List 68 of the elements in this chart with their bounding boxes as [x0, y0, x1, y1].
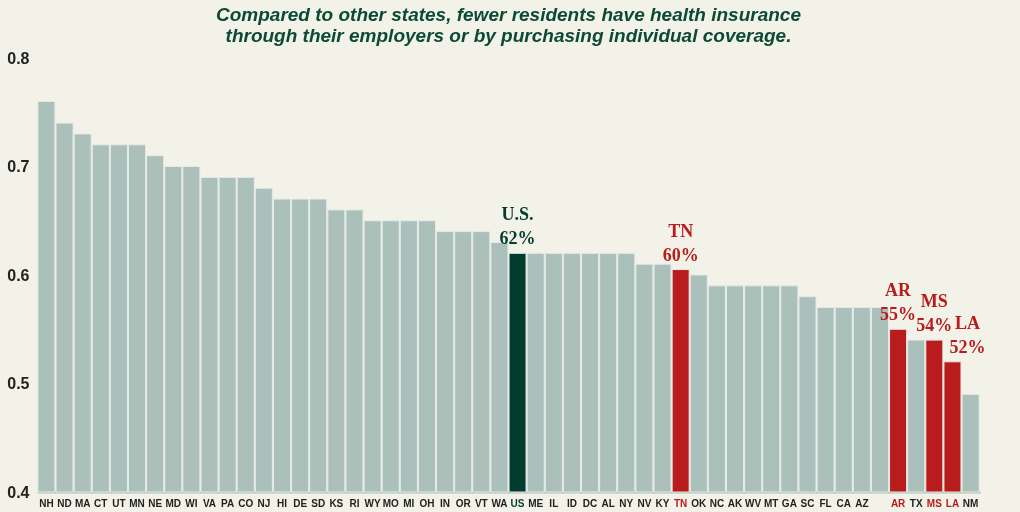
- x-tick-label: DC: [582, 497, 598, 509]
- y-tick-label: 0.6: [7, 266, 30, 284]
- x-tick-label: OH: [419, 497, 435, 509]
- x-tick-label: MN: [129, 497, 145, 509]
- x-tick-label: AR: [890, 497, 907, 509]
- x-tick-label: TX: [909, 497, 923, 509]
- x-tick-label: WY: [364, 497, 381, 509]
- x-tick-label: NC: [709, 497, 725, 509]
- data-label: 62%: [499, 228, 536, 249]
- x-tick-label: MT: [764, 497, 779, 509]
- x-tick-label: CO: [238, 497, 254, 509]
- x-tick-label: AZ: [855, 497, 869, 509]
- x-tick-label: NJ: [257, 497, 271, 509]
- x-tick-label: IN: [440, 497, 451, 509]
- annotation: TN: [668, 220, 694, 241]
- x-tick-label: NE: [148, 497, 163, 509]
- x-tick-label: OR: [455, 497, 472, 509]
- y-tick-label: 0.8: [7, 49, 30, 67]
- x-tick-label: WV: [745, 497, 762, 509]
- data-label: 55%: [880, 304, 917, 325]
- data-label: 52%: [949, 336, 986, 357]
- x-tick-label: MI: [403, 497, 415, 509]
- data-label: 54%: [916, 315, 953, 336]
- annotation: MS: [920, 291, 948, 312]
- annotation: U.S.: [501, 204, 534, 225]
- text: Compared to other states, fewer residents have health insurance: [216, 4, 801, 25]
- y-tick-label: 0.7: [7, 158, 30, 175]
- x-tick-label: GA: [781, 497, 797, 509]
- x-tick-label: PA: [221, 497, 235, 509]
- x-tick-label: IL: [549, 497, 559, 509]
- x-tick-label: CT: [94, 497, 108, 509]
- x-tick-label: LA: [945, 497, 960, 509]
- x-tick-label: MO: [382, 497, 399, 509]
- x-tick-label: NY: [619, 497, 634, 509]
- y-tick-label: 0.5: [7, 375, 30, 392]
- x-tick-label: NM: [962, 497, 979, 509]
- x-tick-label: WA: [491, 497, 508, 509]
- x-tick-label: FL: [819, 497, 832, 509]
- x-tick-label: TN: [673, 497, 688, 509]
- y-tick-label: 0.4: [7, 483, 30, 501]
- x-tick-label: MA: [74, 497, 91, 509]
- x-tick-label: ND: [57, 497, 72, 509]
- x-tick-label: DE: [293, 497, 308, 509]
- x-tick-label: SC: [800, 497, 815, 509]
- x-tick-label: WI: [185, 497, 198, 509]
- annotation: AR: [885, 280, 913, 301]
- x-tick-label: OK: [691, 497, 708, 509]
- x-tick-label: CA: [836, 497, 851, 509]
- x-tick-label: AL: [601, 497, 615, 509]
- x-tick-label: UT: [112, 497, 126, 509]
- annotation: LA: [954, 312, 980, 333]
- data-label: 60%: [662, 244, 699, 265]
- x-tick-label: KY: [655, 497, 670, 509]
- x-tick-label: HI: [276, 497, 288, 509]
- x-tick-label: NV: [637, 497, 652, 509]
- x-tick-label: MD: [165, 497, 182, 509]
- x-tick-label: US: [510, 497, 525, 509]
- x-tick-label: ME: [528, 497, 544, 509]
- x-tick-label: ID: [566, 497, 577, 509]
- x-tick-label: VA: [202, 497, 217, 509]
- x-tick-label: KS: [329, 497, 344, 509]
- x-tick-label: MS: [926, 497, 943, 509]
- x-tick-label: RI: [349, 497, 360, 509]
- x-tick-label: NH: [39, 497, 54, 509]
- x-tick-label: AK: [727, 497, 743, 509]
- x-tick-label: VT: [474, 497, 488, 509]
- text: through their employers or by purchasing individual coverage.: [225, 25, 792, 46]
- x-tick-label: SD: [311, 497, 326, 509]
